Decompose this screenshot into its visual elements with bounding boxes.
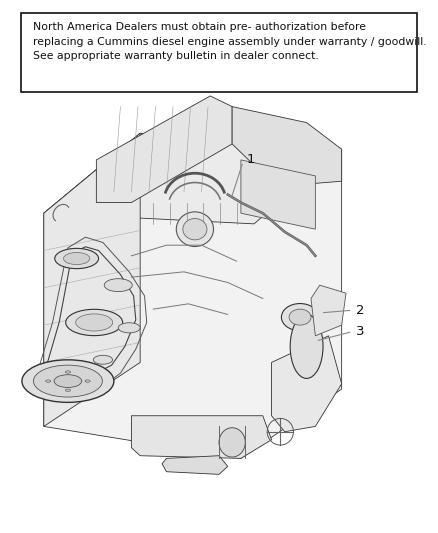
Ellipse shape (281, 304, 319, 330)
Ellipse shape (176, 212, 214, 247)
Polygon shape (44, 133, 342, 224)
Ellipse shape (219, 427, 245, 457)
Ellipse shape (104, 279, 132, 292)
Text: 2: 2 (356, 304, 364, 317)
Text: 1: 1 (246, 154, 254, 166)
Polygon shape (131, 416, 272, 458)
Ellipse shape (65, 389, 71, 391)
Polygon shape (96, 96, 232, 203)
Ellipse shape (66, 309, 123, 336)
Ellipse shape (54, 375, 81, 387)
Ellipse shape (46, 380, 51, 382)
Ellipse shape (183, 219, 207, 240)
Text: 3: 3 (356, 325, 364, 338)
Polygon shape (272, 336, 342, 432)
Ellipse shape (76, 314, 113, 331)
Polygon shape (232, 107, 342, 187)
Polygon shape (311, 285, 346, 336)
FancyBboxPatch shape (21, 13, 417, 92)
Ellipse shape (64, 253, 90, 264)
Ellipse shape (289, 309, 311, 325)
Polygon shape (162, 456, 228, 474)
Ellipse shape (22, 360, 114, 402)
Ellipse shape (33, 365, 102, 397)
Ellipse shape (290, 314, 323, 378)
Ellipse shape (65, 371, 71, 373)
Polygon shape (44, 133, 342, 458)
Ellipse shape (93, 356, 113, 364)
Polygon shape (241, 160, 315, 229)
Polygon shape (44, 133, 140, 426)
Ellipse shape (55, 248, 99, 269)
Text: North America Dealers must obtain pre- authorization before
replacing a Cummins : North America Dealers must obtain pre- a… (33, 22, 427, 61)
Ellipse shape (118, 322, 140, 333)
Ellipse shape (85, 380, 90, 382)
